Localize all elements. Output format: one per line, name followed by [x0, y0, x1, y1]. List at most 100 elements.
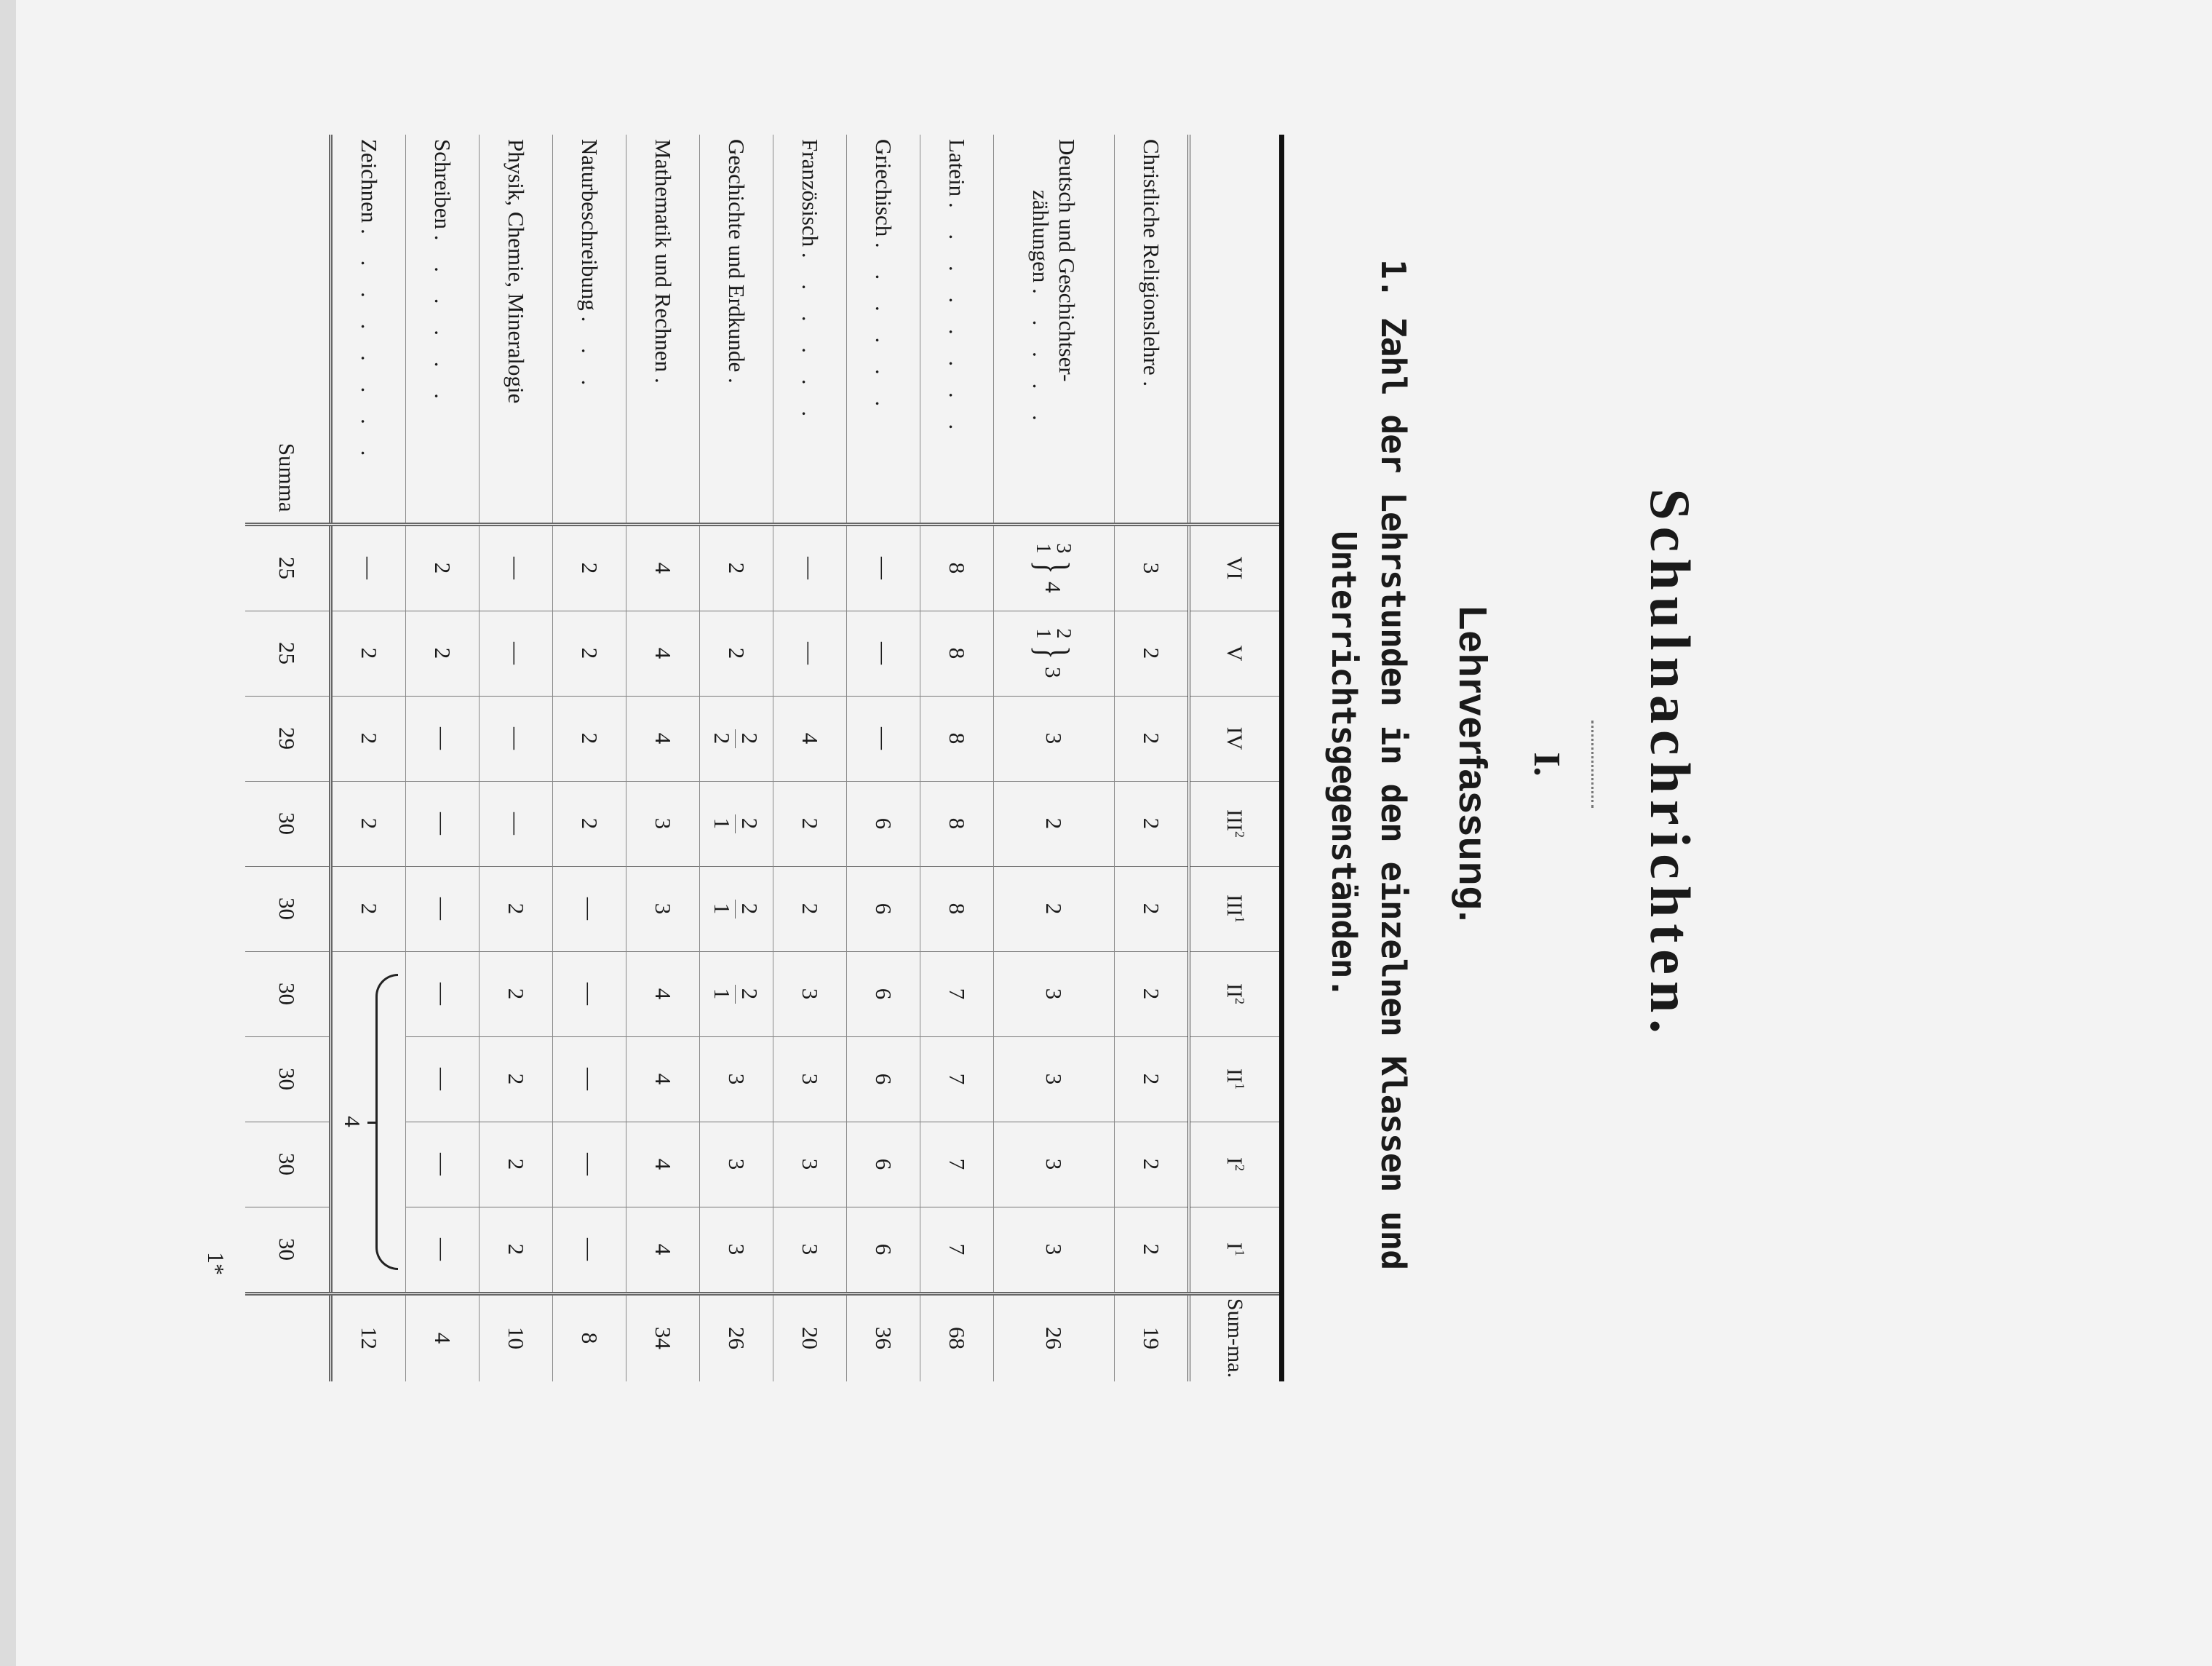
hours-cell: 6 [846, 1207, 920, 1293]
hours-cell: 3 [773, 1036, 847, 1122]
hours-cell: 3 [993, 1122, 1115, 1207]
hours-value: 7 [944, 988, 970, 1000]
hours-cell: 8 [920, 781, 994, 866]
hours-cell: 4 [626, 524, 700, 611]
hours-value: 8 [944, 903, 970, 915]
hours-value: 2 [1139, 732, 1164, 745]
hours-cell: 2 [773, 781, 847, 866]
hours-value: — [871, 557, 896, 579]
sum-cell: 68 [920, 1293, 994, 1381]
hours-cell: — [552, 866, 626, 951]
hours-value: 3 [797, 988, 823, 1000]
header-class: V [1189, 611, 1282, 696]
hours-cell: 2 1} 3 [993, 611, 1115, 696]
class-name: III [1222, 809, 1247, 831]
summa-value: 30 [245, 951, 331, 1036]
hours-cell: 7 [920, 951, 994, 1036]
hours-value: 4 [651, 562, 676, 574]
table-row: Physik, Chemie, Mineralogie — — — — 2 2 2 2 2 10 [479, 135, 553, 1381]
hours-cell: — [552, 1036, 626, 1122]
dot-leader: . . . . . . [430, 234, 455, 409]
hours-cell: 4 [626, 696, 700, 781]
hours-value: 3 [797, 1243, 823, 1256]
hours-value: — [430, 1068, 455, 1090]
hours-value: 4 [651, 647, 676, 659]
hours-value: 2 [430, 562, 455, 574]
hours-cell: 2 [479, 866, 553, 951]
dot-leader: . [1139, 381, 1164, 397]
hours-cell: 3 [993, 696, 1115, 781]
hours-value: — [797, 557, 823, 579]
hours-value: — [430, 727, 455, 750]
hours-cell: — [405, 1036, 480, 1122]
dot-leader: . . . [577, 316, 602, 396]
hours-value: 2 [1139, 1158, 1164, 1170]
hours-value: 6 [871, 817, 896, 830]
scan-edge [0, 0, 16, 1666]
hours-value: 2 [797, 903, 823, 915]
hours-geography: 1 [709, 903, 736, 915]
hours-geography: 2 [709, 732, 736, 745]
hours-value: 3 [1041, 1158, 1067, 1170]
summa-value: 30 [245, 1122, 331, 1207]
dot-leader: . . . . . [1028, 288, 1054, 431]
class-suffix: 1 [1233, 1082, 1248, 1090]
hours-cell: 2 [1114, 696, 1189, 781]
hours-cell: 8 [920, 696, 994, 781]
hours-value: 3 [1041, 732, 1067, 745]
hours-cell: 3 [773, 1207, 847, 1293]
hours-cell: 2 [1114, 866, 1189, 951]
header-sum: Sum-ma. [1189, 1293, 1282, 1381]
dot-leader: . [724, 377, 749, 394]
class-name: VI [1222, 556, 1247, 580]
class-name: IV [1222, 726, 1247, 750]
header-class: IV [1189, 696, 1282, 781]
hours-value: 3 [724, 1073, 749, 1085]
hours-cell: 2 [1114, 951, 1189, 1036]
table-row: Schreiben . . . . . . 2 2 — — — — — — — 4 [405, 135, 480, 1381]
hours-history: 2 [737, 903, 763, 915]
subject-label: Geschichte und Erdkunde [724, 139, 749, 373]
hours-cell: — [479, 781, 553, 866]
hours-cell: 2 [552, 611, 626, 696]
hours-cell: 2 [1114, 1122, 1189, 1207]
hours-cell: 2 [1114, 1036, 1189, 1122]
hours-part: 1 [1032, 543, 1055, 554]
dot-leader: . [651, 378, 676, 394]
hours-value: — [577, 983, 602, 1005]
summa-value: 30 [245, 1207, 331, 1293]
class-name: II [1222, 1068, 1247, 1083]
hours-value: 2 [797, 817, 823, 830]
hours-cell: 3 [993, 1207, 1115, 1293]
hours-cell: 7 [920, 1122, 994, 1207]
hours-value: 3 [1041, 1073, 1067, 1085]
hours-cell: — [773, 524, 847, 611]
hours-history: 2 [737, 732, 763, 745]
hours-cell: — [479, 611, 553, 696]
hours-value: 8 [944, 817, 970, 830]
hours-cell: — [552, 951, 626, 1036]
class-name: I [1222, 1242, 1247, 1250]
hours-value: 2 [1139, 817, 1164, 830]
hours-value: — [504, 727, 529, 750]
hours-part: 2 [1052, 628, 1075, 639]
sum-cell: 12 [330, 1293, 406, 1381]
hours-value: 2 [1139, 1243, 1164, 1256]
class-name: II [1222, 983, 1247, 998]
subject-cell: Naturbeschreibung . . . [552, 135, 626, 524]
class-name: V [1222, 645, 1247, 662]
hours-cell: 2 [993, 866, 1115, 951]
hours-cell: 8 [920, 524, 994, 611]
hours-value: 2 [577, 732, 602, 745]
subject-cell: Christliche Religionslehre . [1114, 135, 1189, 524]
subject-cell: Mathematik und Rechnen . [626, 135, 700, 524]
hours-value: 2 [577, 562, 602, 574]
hours-cell: — [846, 611, 920, 696]
subject-label: Französisch [797, 139, 823, 247]
hours-value: — [504, 557, 529, 579]
